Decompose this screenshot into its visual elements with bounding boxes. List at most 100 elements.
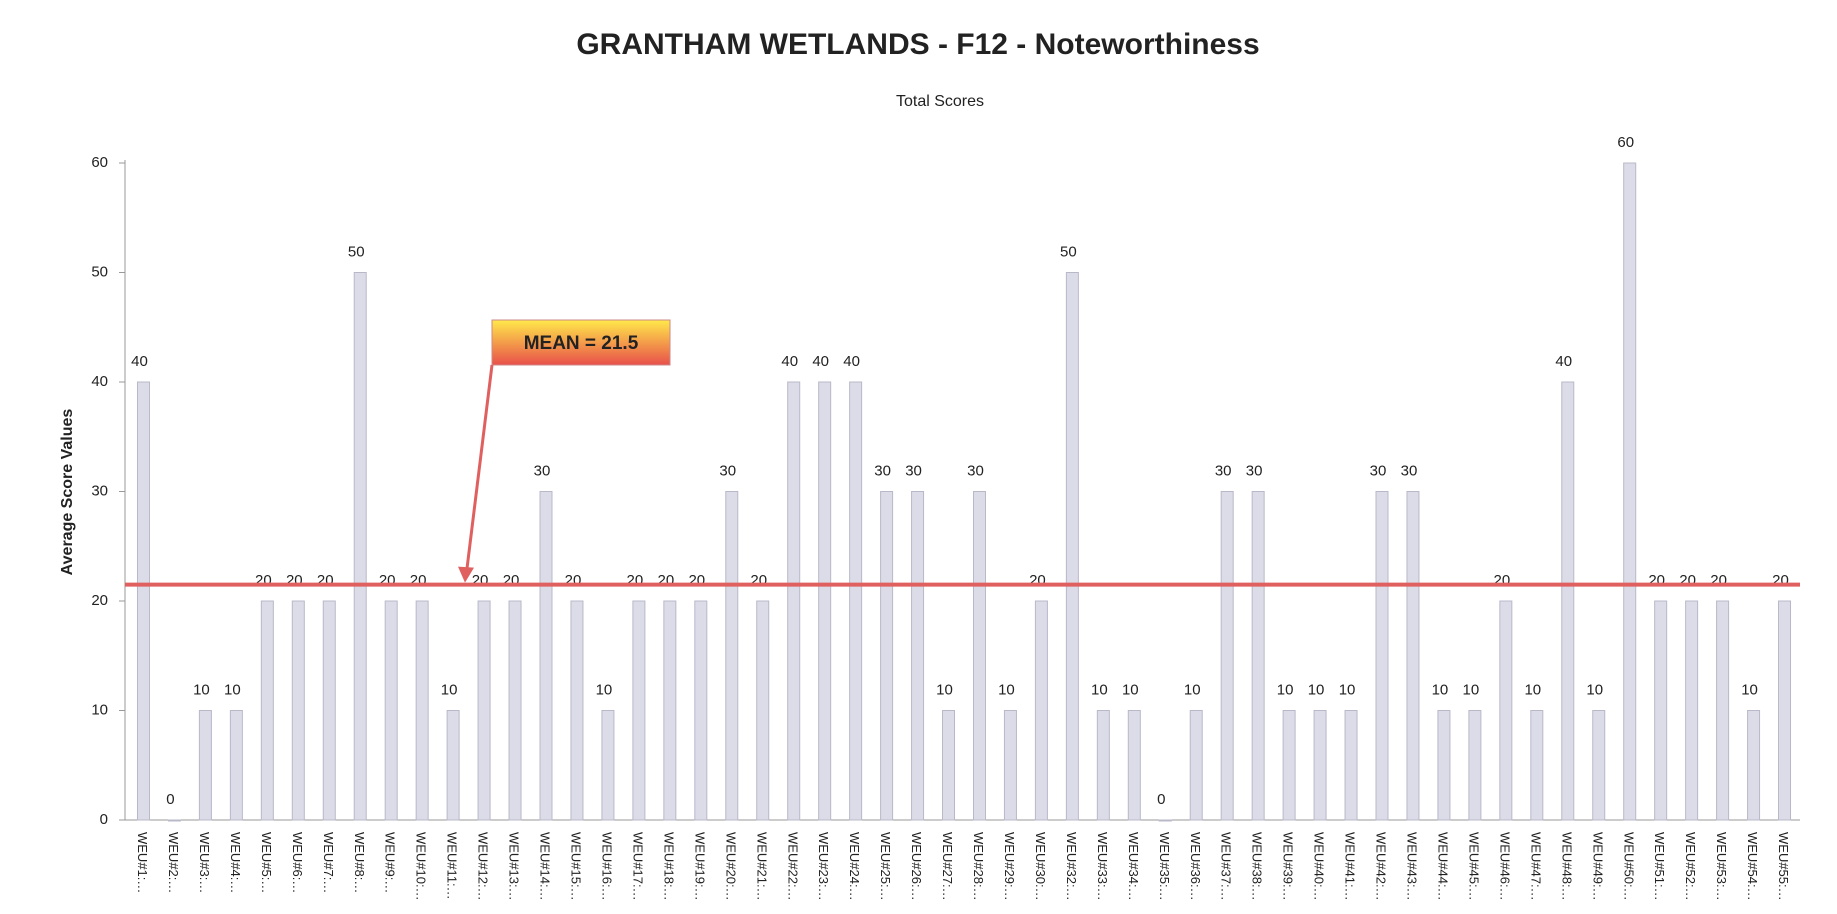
x-tick-label: WEU#25:… (878, 832, 893, 901)
bar (1623, 162, 1637, 821)
x-tick-label: WEU#32:… (1064, 832, 1079, 901)
bar (1251, 491, 1265, 821)
data-label: 30 (967, 462, 984, 479)
bar (756, 600, 770, 821)
bar (1685, 600, 1699, 821)
x-tick-label: WEU#12:… (476, 832, 491, 901)
data-label: 30 (1370, 462, 1387, 479)
x-tick-label: WEU#30:… (1033, 832, 1048, 901)
data-label: 50 (348, 243, 365, 260)
x-tick-label: WEU#4:… (228, 832, 243, 893)
x-tick-label: WEU#48:… (1559, 832, 1574, 901)
bar (1654, 600, 1668, 821)
bar (1592, 710, 1606, 821)
bar (880, 491, 894, 821)
x-tick-label: WEU#35:… (1157, 832, 1172, 901)
x-tick-label: WEU#41:… (1343, 832, 1358, 901)
x-tick-label: WEU#5:… (259, 832, 274, 893)
bar (1499, 600, 1513, 821)
bar (725, 491, 739, 821)
bar (260, 600, 274, 821)
x-tick-label: WEU#2:… (166, 832, 181, 893)
data-label: 10 (1184, 681, 1201, 698)
y-tick-label: 30 (91, 482, 108, 499)
x-tick-label: WEU#7:… (321, 832, 336, 893)
x-tick-label: WEU#45:… (1466, 832, 1481, 901)
x-tick-label: WEU#14:… (538, 832, 553, 901)
bar (446, 710, 460, 821)
bar (1468, 710, 1482, 821)
x-tick-label: WEU#3:… (197, 832, 212, 893)
annotation-arrow (464, 364, 494, 577)
x-tick-label: WEU#20:… (723, 832, 738, 901)
data-label: 10 (1524, 681, 1541, 698)
bar (508, 600, 522, 821)
data-label: 0 (1157, 791, 1165, 808)
data-label: 30 (905, 462, 922, 479)
bar (972, 491, 986, 821)
x-tick-label: WEU#28:… (971, 832, 986, 901)
bar (539, 491, 553, 821)
data-label: 10 (936, 681, 953, 698)
data-label: 10 (1463, 681, 1480, 698)
data-label: 30 (1215, 462, 1232, 479)
x-tick-label: WEU#44:… (1435, 832, 1450, 901)
y-axis-label: Average Score Values (59, 409, 76, 576)
y-tick-label: 10 (91, 701, 108, 718)
bar (570, 600, 584, 821)
data-label: 30 (874, 462, 891, 479)
bar (229, 710, 243, 821)
x-tick-label: WEU#47:… (1528, 832, 1543, 901)
x-tick-label: WEU#39:… (1281, 832, 1296, 901)
bar (1375, 491, 1389, 821)
x-tick-label: WEU#46:… (1497, 832, 1512, 901)
x-tick-label: WEU#54:… (1745, 832, 1760, 901)
x-tick-label: WEU#29:… (1002, 832, 1017, 901)
x-tick-label: WEU#10:… (414, 832, 429, 901)
x-tick-label: WEU#26:… (909, 832, 924, 901)
data-label: 30 (719, 462, 736, 479)
x-tick-label: WEU#18:… (661, 832, 676, 901)
bar (1282, 710, 1296, 821)
data-label: 40 (843, 353, 860, 370)
x-tick-label: WEU#11:… (445, 832, 460, 900)
x-tick-label: WEU#43:… (1405, 832, 1420, 901)
x-tick-label: WEU#19:… (692, 832, 707, 901)
x-tick-label: WEU#21:… (754, 832, 769, 901)
bar (1344, 710, 1358, 821)
y-tick-label: 0 (100, 811, 108, 828)
x-tick-label: WEU#23:… (816, 832, 831, 901)
annotation: MEAN = 21.5 (524, 333, 639, 354)
data-label: 0 (166, 791, 174, 808)
x-tick-label: WEU#13:… (507, 832, 522, 901)
data-label: 10 (1741, 681, 1758, 698)
x-tick-label: WEU#38:… (1250, 832, 1265, 901)
arrow-head (458, 566, 474, 583)
chart-subtitle: Total Scores (896, 93, 984, 110)
y-tick-label: 40 (91, 373, 108, 390)
bar (632, 600, 646, 821)
bar (1003, 710, 1017, 821)
data-label: 30 (1401, 462, 1418, 479)
x-tick-label: WEU#8:… (352, 832, 367, 893)
x-tick-label: WEU#9:… (383, 832, 398, 893)
y-tick-label: 20 (91, 592, 108, 609)
x-tick-label: WEU#52:… (1683, 832, 1698, 901)
bar (663, 600, 677, 821)
data-label: 40 (812, 353, 829, 370)
bar (477, 600, 491, 821)
y-tick-label: 60 (91, 154, 108, 171)
x-tick-label: WEU#16:… (599, 832, 614, 901)
data-label: 10 (1122, 681, 1139, 698)
bar (1127, 710, 1141, 821)
data-label: 10 (1091, 681, 1108, 698)
annotation-box (491, 319, 671, 366)
bar (1096, 710, 1110, 821)
bar (601, 710, 615, 821)
bar (1158, 819, 1172, 822)
bar (198, 710, 212, 821)
x-tick-label: WEU#53:… (1714, 832, 1729, 901)
x-tick-label: WEU#6:… (290, 832, 305, 893)
bar (1065, 272, 1079, 821)
data-label: 50 (1060, 243, 1077, 260)
